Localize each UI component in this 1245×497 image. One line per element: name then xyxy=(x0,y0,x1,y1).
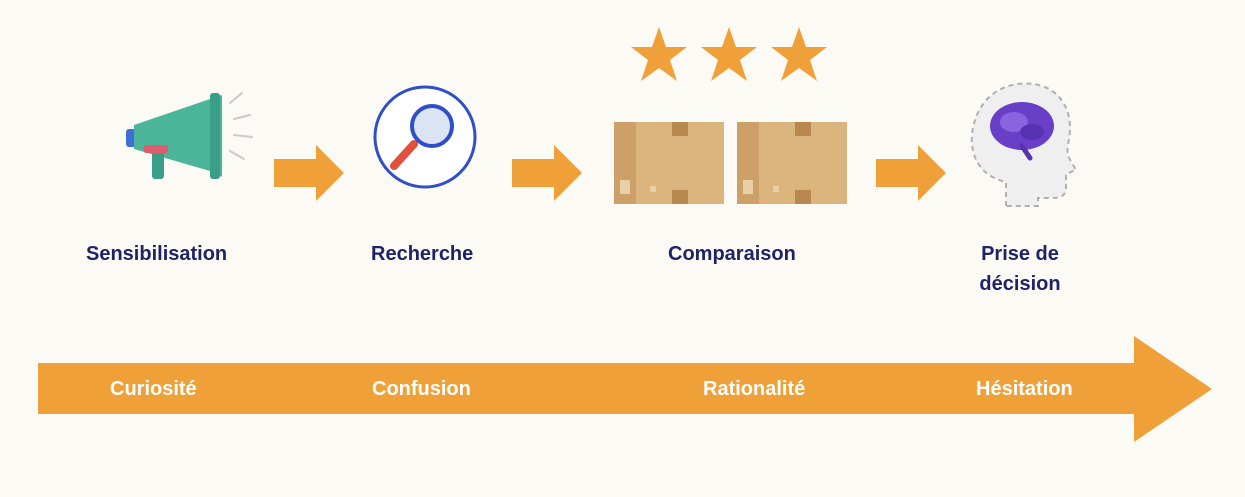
stage-label-line: Prise de xyxy=(981,243,1059,265)
arrow-right-icon xyxy=(274,145,344,201)
box-icon xyxy=(737,122,847,204)
stage-label-sensibilisation: Sensibilisation xyxy=(86,243,228,265)
emotion-label-rationalite: Rationalité xyxy=(703,378,806,400)
emotion-label-curiosite: Curiosité xyxy=(110,378,197,400)
star-icon xyxy=(701,27,757,81)
star-icon xyxy=(631,27,687,81)
stage-label-line: décision xyxy=(979,273,1061,295)
timeline-arrow xyxy=(38,336,1212,442)
box-icon xyxy=(614,122,724,204)
rating-stars xyxy=(628,25,833,87)
arrow-right-icon xyxy=(512,145,582,201)
emotion-label-confusion: Confusion xyxy=(372,378,471,400)
arrow-right-icon xyxy=(876,145,946,201)
emotion-label-hesitation: Hésitation xyxy=(976,378,1073,400)
brain-head-icon xyxy=(966,78,1076,210)
megaphone-icon xyxy=(118,85,258,185)
stage-label-recherche: Recherche xyxy=(371,243,474,265)
magnifier-icon xyxy=(370,82,480,192)
star-icon xyxy=(771,27,827,81)
stage-label-comparaison: Comparaison xyxy=(668,243,796,265)
stage-label-prise-de-decision: Prise de décision xyxy=(970,239,1070,299)
